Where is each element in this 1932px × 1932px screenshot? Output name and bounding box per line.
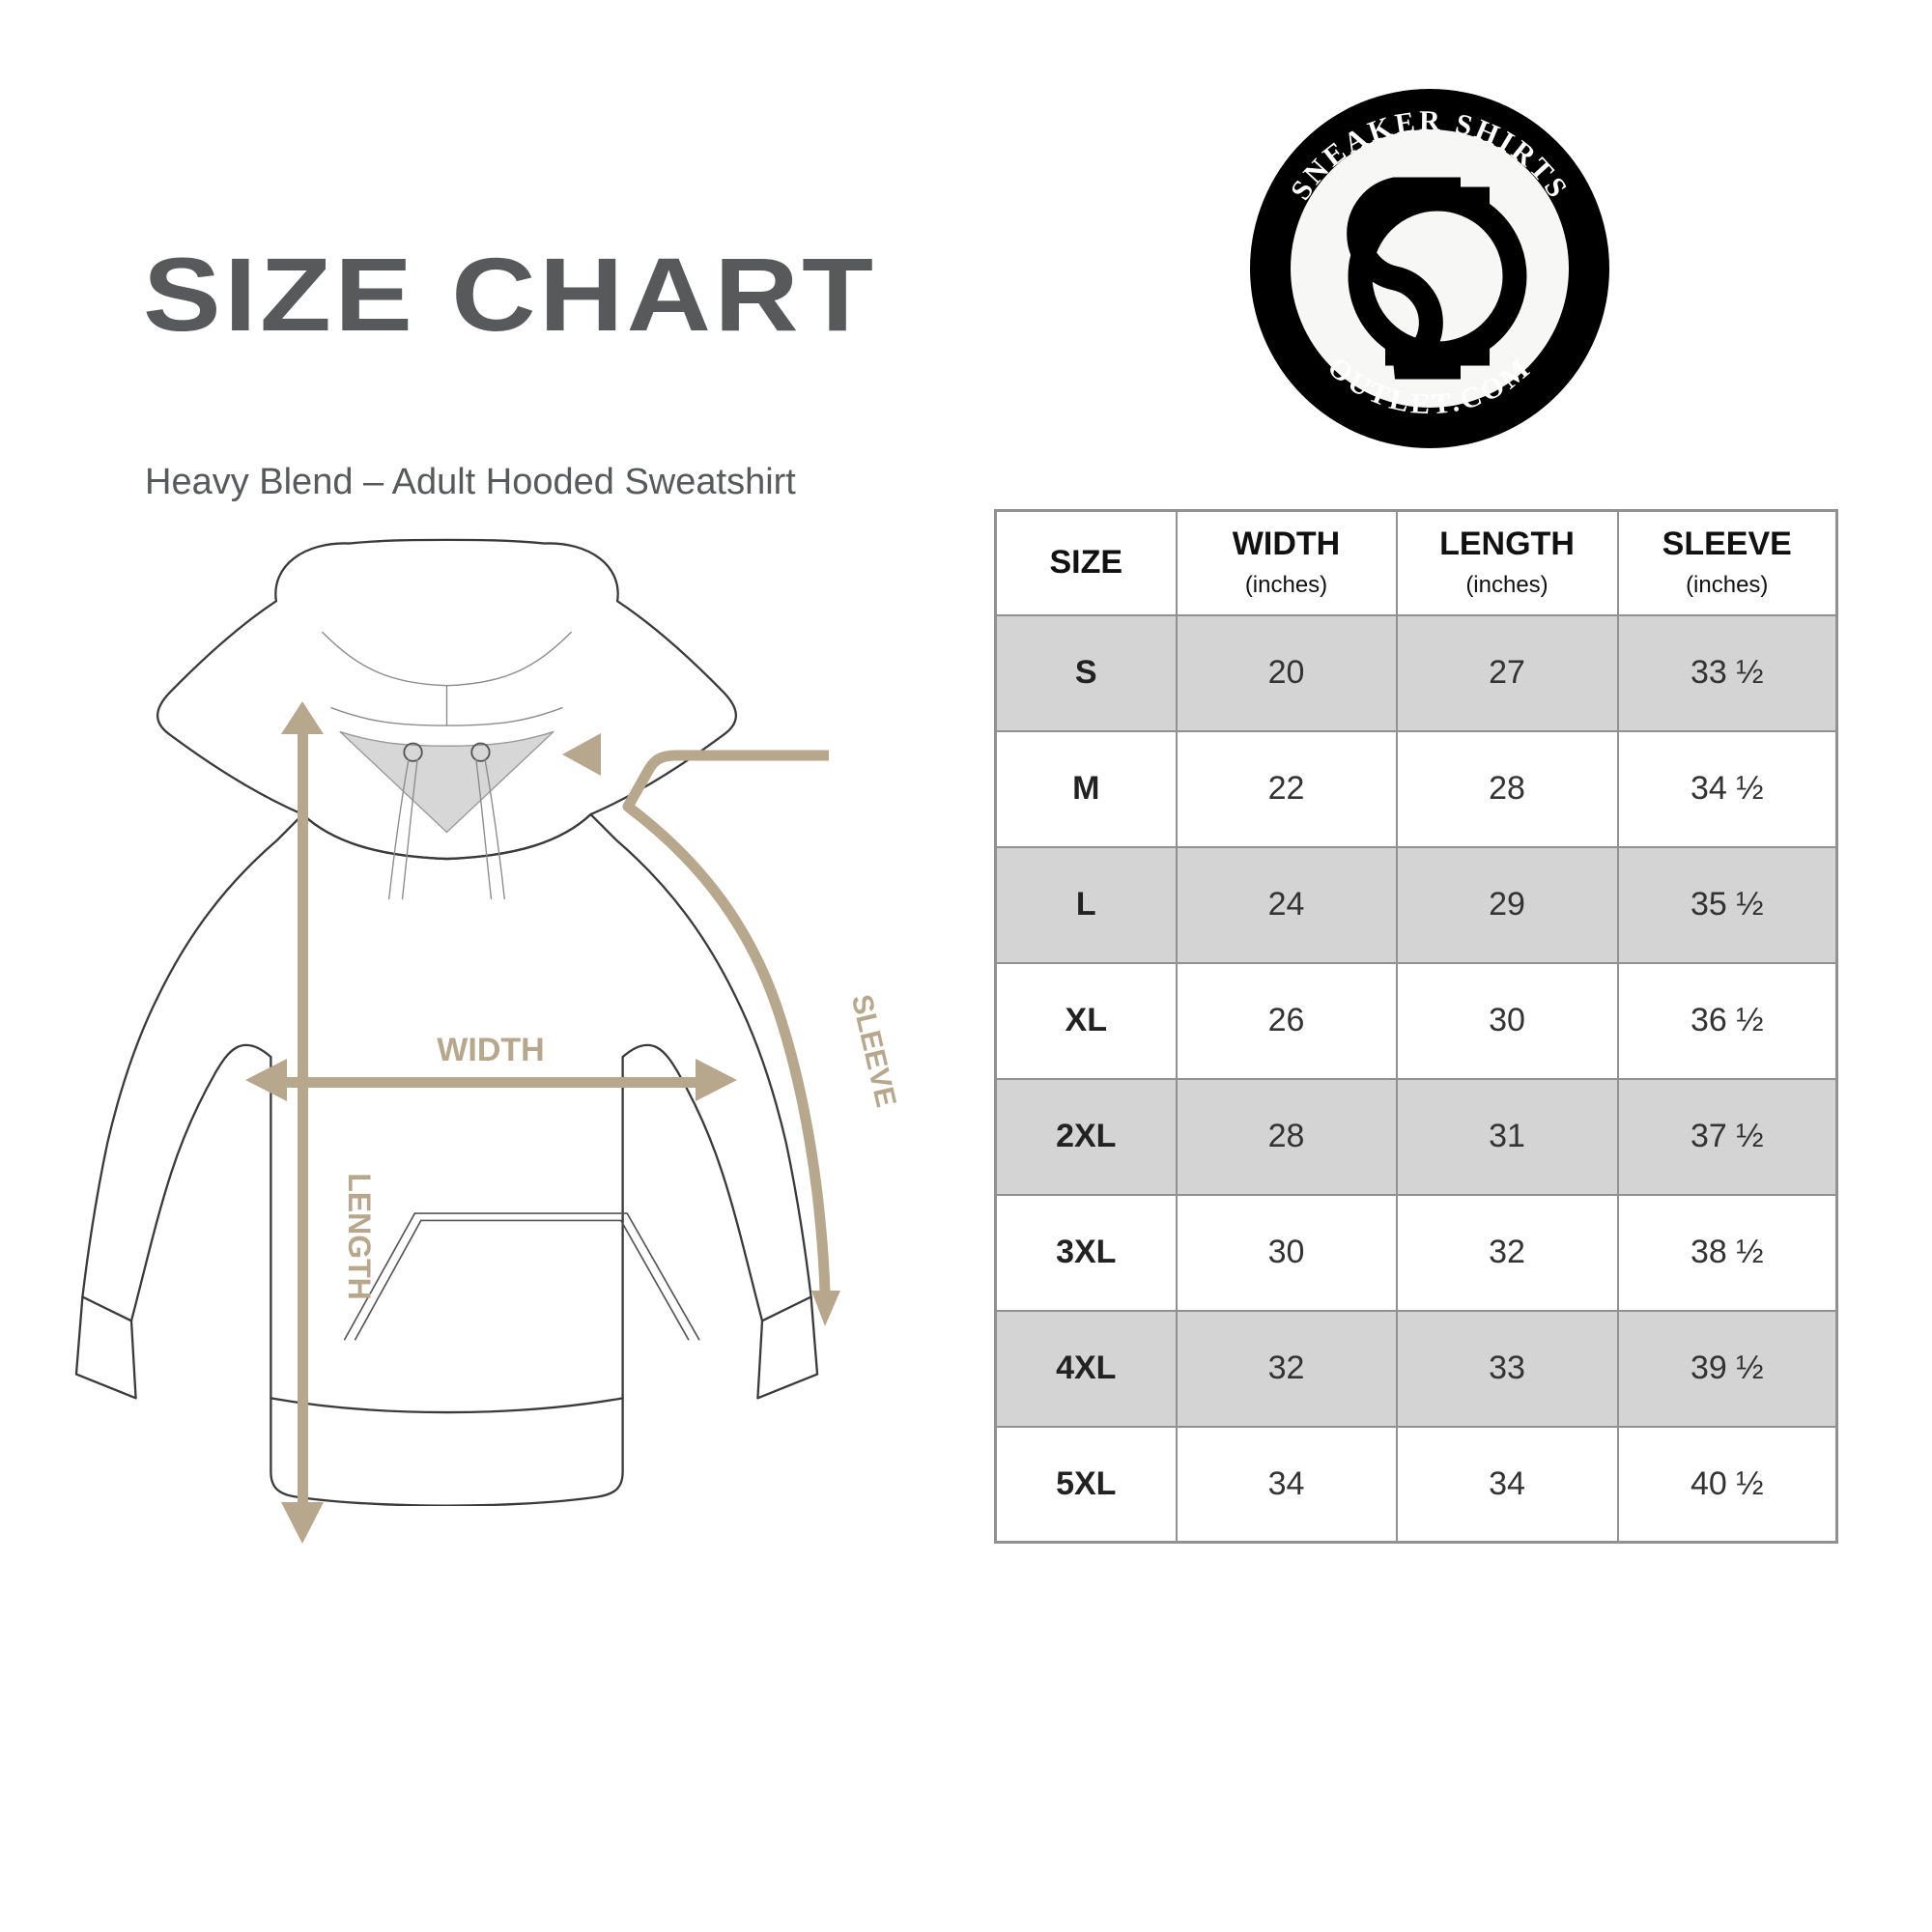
svg-text:SLEEVE: SLEEVE [845, 991, 902, 1110]
